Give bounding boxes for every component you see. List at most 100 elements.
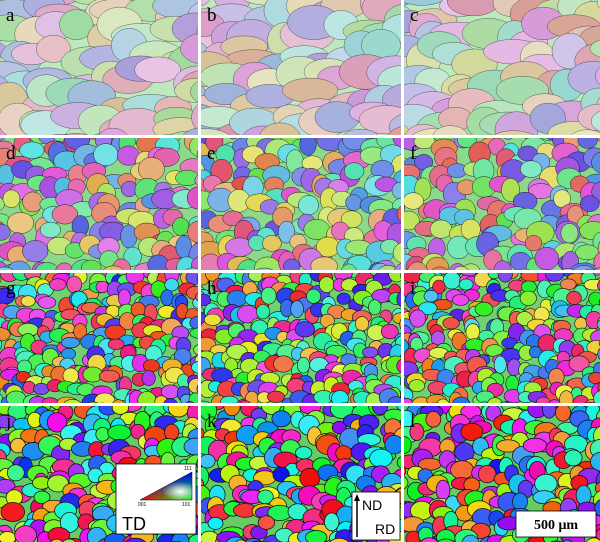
panel-label: a	[6, 5, 15, 26]
scale-box	[515, 510, 597, 538]
grain	[396, 290, 401, 308]
grain	[591, 111, 600, 132]
grain	[283, 258, 301, 270]
grain	[399, 318, 401, 330]
grain	[60, 337, 80, 349]
sample-axes: ND RD	[351, 491, 401, 541]
grain	[66, 275, 83, 294]
grain	[49, 278, 67, 291]
grain	[580, 195, 600, 212]
grain	[407, 261, 428, 270]
ipf-triangle	[139, 471, 193, 501]
grain	[324, 512, 340, 532]
grain	[593, 390, 600, 403]
grain	[125, 537, 146, 542]
grain	[262, 235, 282, 252]
grain	[436, 398, 450, 403]
grain	[182, 127, 198, 135]
panel-label: h	[207, 278, 217, 299]
grain	[282, 77, 339, 103]
grain	[400, 273, 401, 280]
grain	[589, 39, 600, 58]
grain	[392, 138, 401, 148]
grain	[98, 369, 120, 383]
grain	[408, 379, 425, 393]
grain	[545, 273, 564, 282]
grain	[534, 473, 558, 494]
grain	[555, 406, 572, 422]
grain	[102, 265, 124, 270]
grain	[207, 517, 224, 530]
grain	[593, 251, 600, 270]
grain	[62, 538, 77, 542]
grain	[478, 465, 497, 484]
grain	[185, 401, 194, 403]
grain	[329, 537, 350, 542]
grain	[404, 476, 409, 490]
grain	[189, 327, 198, 339]
grain	[336, 292, 351, 305]
grain	[259, 122, 301, 135]
grain	[593, 267, 600, 270]
grain	[195, 292, 198, 302]
grain	[400, 392, 401, 399]
grain	[432, 125, 468, 135]
grain	[305, 530, 328, 542]
panel-label: i	[410, 278, 415, 299]
ipf-corner-101: 101	[182, 502, 191, 508]
grain	[257, 515, 276, 530]
grain	[196, 458, 198, 470]
grain	[0, 266, 14, 270]
grain	[522, 437, 548, 453]
scale-bar: 500 μm	[515, 510, 597, 538]
grain	[98, 127, 128, 135]
grain	[188, 392, 198, 403]
grain	[461, 534, 480, 542]
grain	[164, 278, 179, 292]
grain	[474, 301, 494, 317]
grain	[486, 397, 503, 403]
grain	[331, 390, 349, 403]
grain	[396, 456, 401, 469]
grain	[295, 446, 313, 460]
grain	[436, 538, 455, 542]
grain	[134, 56, 181, 83]
grain	[564, 449, 583, 467]
grain	[519, 290, 537, 306]
grain	[590, 451, 600, 472]
grain	[583, 279, 600, 291]
grain	[458, 278, 474, 291]
grain	[39, 221, 61, 238]
panel-labels: a b c d e f g h i j k l	[5, 5, 418, 432]
grain	[290, 300, 304, 318]
grain	[107, 424, 132, 441]
grain	[365, 138, 375, 139]
grain	[420, 537, 439, 542]
grain	[273, 355, 294, 373]
grain	[0, 502, 25, 522]
grain	[396, 406, 401, 411]
grain	[175, 169, 198, 186]
grain	[560, 268, 575, 270]
grain	[493, 355, 507, 374]
grain	[51, 204, 79, 225]
grain	[518, 268, 530, 270]
panel-label: e	[207, 143, 215, 164]
grain	[196, 274, 198, 283]
grain	[341, 402, 350, 403]
grain	[107, 338, 125, 350]
ebsd-map	[0, 0, 198, 135]
grain	[238, 400, 251, 403]
grain	[404, 436, 412, 454]
grain	[164, 423, 180, 441]
grain	[423, 290, 439, 303]
grain	[0, 223, 11, 241]
grain	[201, 453, 216, 469]
grain	[497, 273, 513, 283]
rd-label: RD	[375, 521, 395, 537]
grain	[120, 224, 138, 249]
grain	[271, 410, 292, 428]
ipf-corner-001: 001	[138, 502, 147, 508]
